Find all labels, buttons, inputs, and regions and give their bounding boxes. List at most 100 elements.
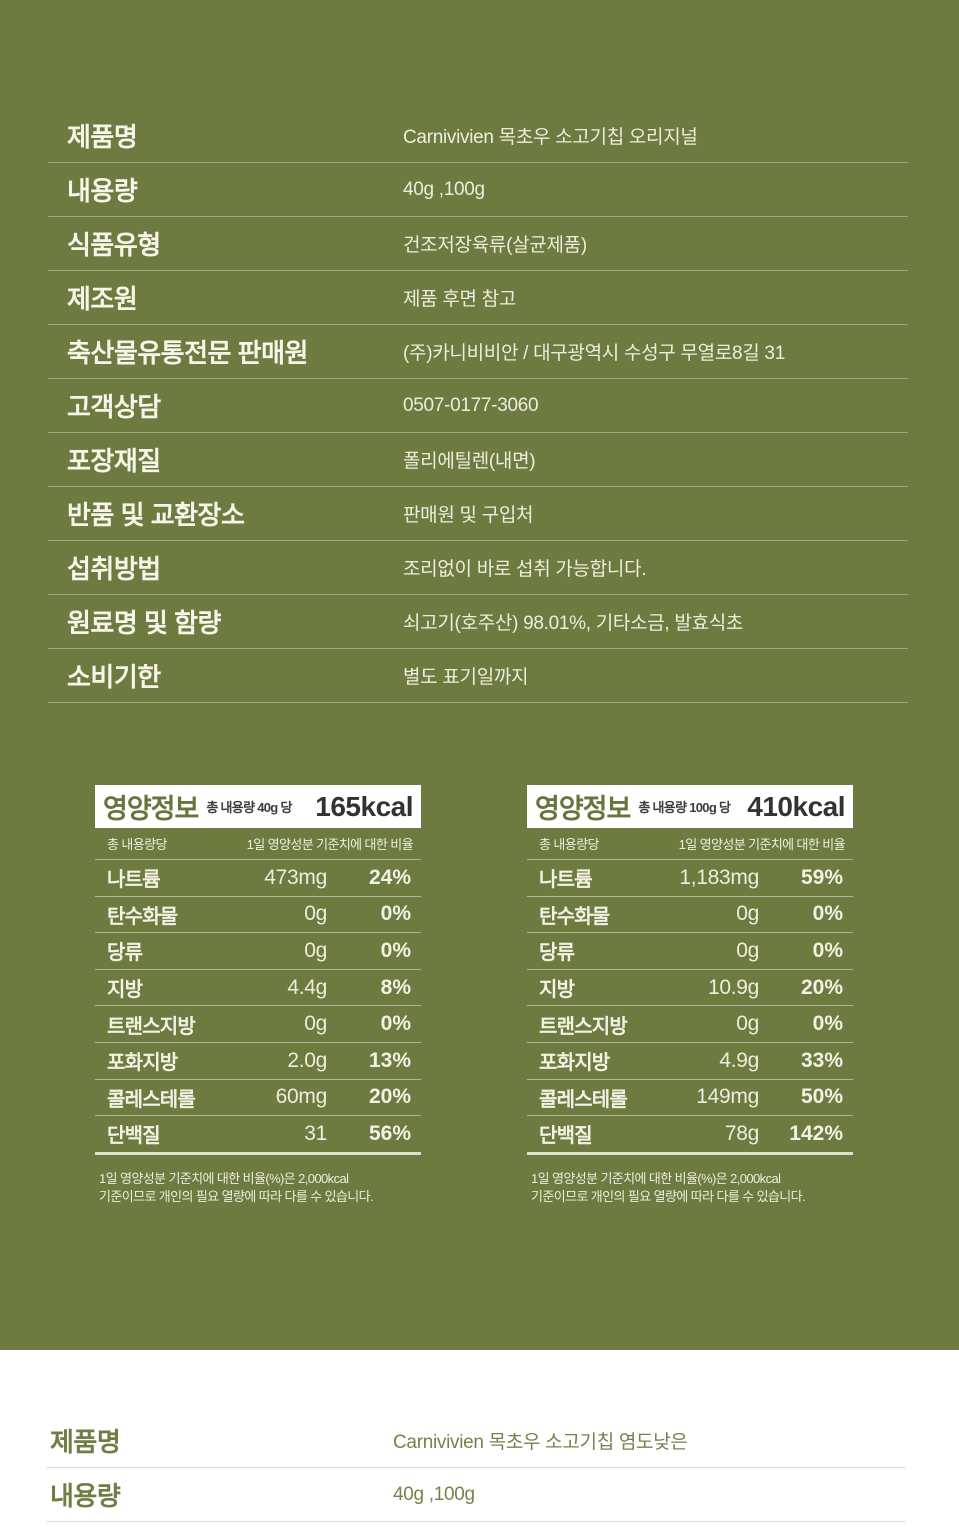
nutrient-name: 나트륨 [107,869,161,892]
spec-label: 내용량 [67,176,138,206]
nutrient-amount: 10.9g [707,975,759,999]
nutrition-row-trans-fat: 트랜스지방 0g 0% [95,1005,421,1042]
nutrient-name: 포화지방 [539,1052,610,1075]
spec-label: 고객상담 [67,392,161,422]
spec-row-expiry: 소비기한 별도 표기일까지 [48,649,908,703]
nutrition-serving-size: 총 내용량 40g 당 [206,800,292,815]
nutrient-amount: 1,183mg [679,865,759,889]
nutrient-name: 지방 [539,979,575,1002]
spec-label: 소비기한 [67,662,161,692]
spec-value: Carnivivien 목초우 소고기칩 오리지널 [403,127,698,148]
nutrient-name: 단백질 [107,1125,161,1148]
nutrition-row-carbs: 탄수화물 0g 0% [95,895,421,933]
col-header-daily-value: 1일 영양성분 기준치에 대한 비율 [246,837,414,852]
nutrient-amount: 60mg [275,1085,328,1109]
spec-label: 반품 및 교환장소 [67,500,245,530]
spec-label: 섭취방법 [67,554,161,584]
spec-value: 별도 표기일까지 [403,667,529,688]
nutrient-percent: 20% [368,1085,411,1109]
spec-row-packaging: 포장재질 폴리에틸렌(내면) [48,433,908,487]
footnote-line-2: 기준이므로 개인의 필요 열량에 따라 다를 수 있습니다. [99,1189,374,1205]
footnote-line-1: 1일 영양성분 기준치에 대한 비율(%)은 2,000kcal [531,1170,781,1186]
spec-value: 판매원 및 구입처 [403,505,534,526]
nutrition-row-sodium: 나트륨 473mg 24% [95,859,421,896]
nutrient-name: 콜레스테롤 [539,1088,628,1111]
nutrition-rows: 나트륨 1,183mg 59% 탄수화물 0g 0% 당류 0g 0% 지방 1… [527,859,853,1155]
spec-label: 제품명 [67,122,138,152]
nutrient-name: 트랜스지방 [539,1015,628,1038]
col-header-daily-value: 1일 영양성분 기준치에 대한 비율 [678,837,846,852]
nutrient-name: 지방 [107,979,143,1002]
footnote-line-1: 1일 영양성분 기준치에 대한 비율(%)은 2,000kcal [99,1170,349,1186]
nutrient-name: 당류 [107,942,143,965]
spec-row-net-weight: 내용량 40g ,100g [47,1468,905,1522]
nutrition-title: 영양정보 [535,794,631,824]
nutrient-percent: 13% [368,1048,411,1072]
footnote-line-2: 기준이므로 개인의 필요 열량에 따라 다를 수 있습니다. [531,1189,806,1205]
spec-row-customer-service: 고객상담 0507-0177-3060 [48,379,908,433]
nutrient-amount: 4.9g [719,1048,759,1072]
nutrient-name: 탄수화물 [107,905,178,928]
nutrient-percent: 0% [380,1012,411,1036]
spec-row-how-to-eat: 섭취방법 조리없이 바로 섭취 가능합니다. [48,541,908,595]
nutrient-percent: 24% [368,865,411,889]
nutrition-column-headers: 총 내용량당 1일 영양성분 기준치에 대한 비율 [527,828,853,859]
spec-value: 조리없이 바로 섭취 가능합니다. [403,559,647,580]
spec-value: 쇠고기(호주산) 98.01%, 기타소금, 발효식초 [403,613,744,634]
spec-label: 원료명 및 함량 [67,608,221,638]
nutrient-amount: 31 [304,1121,327,1145]
bottom-white-section [0,1350,959,1534]
nutrient-percent: 8% [380,975,411,999]
nutrition-footnote: 1일 영양성분 기준치에 대한 비율(%)은 2,000kcal 기준이므로 개… [531,1170,853,1207]
product-spec-table: 제품명 Carnivivien 목초우 소고기칩 오리지널 내용량 40g ,1… [48,109,908,703]
nutrition-panel-100g: 영양정보 총 내용량 100g 당 410kcal 총 내용량당 1일 영양성분… [527,785,853,1207]
nutrient-name: 포화지방 [107,1052,178,1075]
nutrient-percent: 0% [380,938,411,962]
nutrition-row-protein: 단백질 78g 142% [527,1115,853,1152]
nutrient-amount: 149mg [696,1085,759,1109]
nutrient-amount: 78g [724,1121,759,1145]
spec-value: 건조저장육류(살균제품) [403,235,587,256]
nutrition-panel-40g: 영양정보 총 내용량 40g 당 165kcal 총 내용량당 1일 영양성분 … [95,785,421,1207]
spec-value: 폴리에틸렌(내면) [403,451,536,472]
spec-label: 식품유형 [67,230,161,260]
nutrient-amount: 0g [304,938,327,962]
col-header-per-total: 총 내용량당 [107,837,167,852]
nutrition-row-cholesterol: 콜레스테롤 60mg 20% [95,1078,421,1116]
nutrient-percent: 0% [812,938,843,962]
nutrient-name: 나트륨 [539,869,593,892]
nutrition-row-saturated-fat: 포화지방 2.0g 13% [95,1041,421,1079]
spec-value: 0507-0177-3060 [403,394,539,416]
nutrient-percent: 142% [789,1121,843,1145]
nutrient-amount: 4.4g [287,975,327,999]
nutrition-calories: 410kcal [747,790,845,822]
nutrition-row-sodium: 나트륨 1,183mg 59% [527,859,853,896]
nutrient-name: 당류 [539,942,575,965]
nutrient-percent: 0% [812,1012,843,1036]
nutrient-name: 탄수화물 [539,905,610,928]
nutrient-percent: 56% [368,1121,411,1145]
nutrition-column-headers: 총 내용량당 1일 영양성분 기준치에 대한 비율 [95,828,421,859]
nutrition-header: 영양정보 총 내용량 40g 당 165kcal [95,785,421,828]
nutrition-rows: 나트륨 473mg 24% 탄수화물 0g 0% 당류 0g 0% 지방 4.4… [95,859,421,1155]
nutrition-row-sugars: 당류 0g 0% [527,932,853,969]
nutrient-name: 단백질 [539,1125,593,1148]
nutrient-percent: 59% [800,865,843,889]
spec-label: 제품명 [50,1427,121,1457]
nutrient-amount: 0g [736,902,759,926]
spec-label: 제조원 [67,284,138,314]
nutrition-row-carbs: 탄수화물 0g 0% [527,895,853,933]
spec-value: 제품 후면 참고 [403,289,517,310]
spec-row-net-weight: 내용량 40g ,100g [48,163,908,217]
spec-row-distributor: 축산물유통전문 판매원 (주)카니비비안 / 대구광역시 수성구 무열로8길 3… [48,325,908,379]
spec-value: Carnivivien 목초우 소고기칩 염도낮은 [393,1432,688,1453]
nutrition-row-fat: 지방 10.9g 20% [527,968,853,1006]
nutrient-name: 콜레스테롤 [107,1088,196,1111]
spec-row-ingredients: 원료명 및 함량 쇠고기(호주산) 98.01%, 기타소금, 발효식초 [48,595,908,649]
nutrient-amount: 2.0g [287,1048,327,1072]
nutrient-amount: 0g [736,938,759,962]
nutrition-footnote: 1일 영양성분 기준치에 대한 비율(%)은 2,000kcal 기준이므로 개… [99,1170,421,1207]
nutrition-row-trans-fat: 트랜스지방 0g 0% [527,1005,853,1042]
nutrient-name: 트랜스지방 [107,1015,196,1038]
nutrition-header: 영양정보 총 내용량 100g 당 410kcal [527,785,853,828]
